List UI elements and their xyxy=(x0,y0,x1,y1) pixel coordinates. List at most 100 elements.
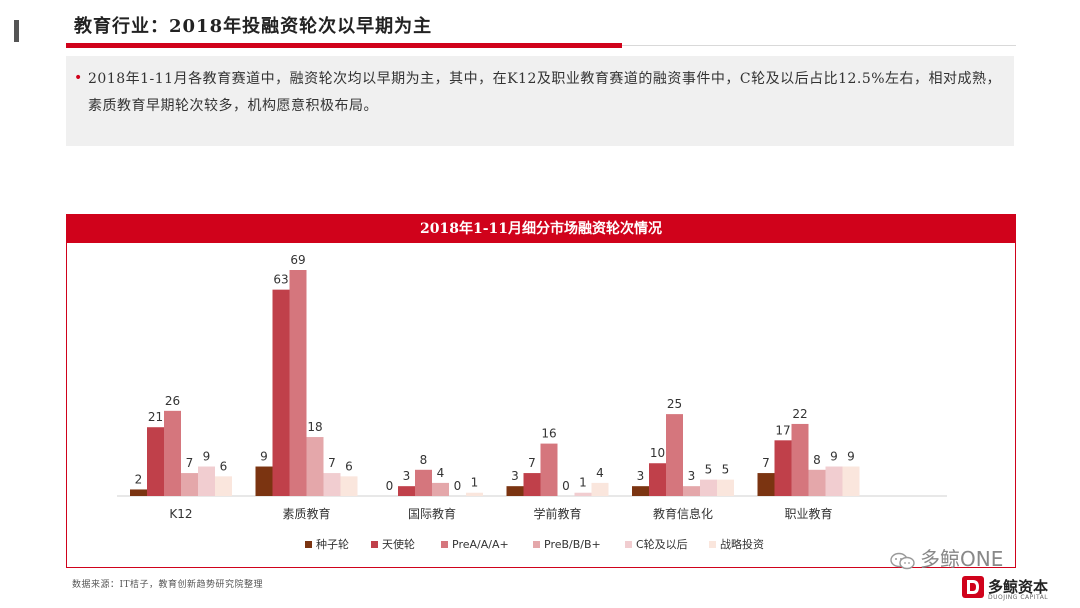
bar-2-2 xyxy=(415,469,432,496)
data-label-5-0: 7 xyxy=(762,456,770,470)
bar-2-5 xyxy=(466,492,483,496)
bar-5-1 xyxy=(774,440,792,496)
data-label-0-4: 9 xyxy=(203,450,211,464)
data-label-5-3: 8 xyxy=(813,453,821,467)
wechat-brand: 多鲸ONE xyxy=(890,543,1003,572)
bar-3-1 xyxy=(523,473,541,496)
data-label-0-5: 6 xyxy=(220,459,228,473)
data-label-1-1: 63 xyxy=(273,273,288,287)
data-label-0-3: 7 xyxy=(186,456,194,470)
bar-1-2 xyxy=(289,270,307,496)
wechat-name: 多鲸ONE xyxy=(920,547,1004,571)
bar-2-1 xyxy=(398,486,415,496)
legend-swatch-2 xyxy=(441,541,448,548)
data-label-4-1: 10 xyxy=(650,446,665,460)
bar-0-5 xyxy=(215,476,232,496)
bar-4-0 xyxy=(632,486,649,496)
bar-1-0 xyxy=(255,466,273,496)
bar-5-2 xyxy=(791,423,809,496)
bar-5-3 xyxy=(808,469,826,496)
data-label-2-4: 0 xyxy=(454,479,462,493)
legend-label-1: 天使轮 xyxy=(382,537,415,551)
bar-1-4 xyxy=(323,473,341,496)
data-label-2-3: 4 xyxy=(437,466,445,480)
logo-mark-icon xyxy=(962,576,984,598)
bar-3-0 xyxy=(506,486,524,496)
bar-0-3 xyxy=(181,473,198,496)
bar-2-3 xyxy=(432,482,449,496)
data-label-5-4: 9 xyxy=(830,450,838,464)
data-label-4-0: 3 xyxy=(637,469,645,483)
data-label-3-0: 3 xyxy=(511,469,519,483)
bar-4-5 xyxy=(717,479,734,496)
data-label-1-0: 9 xyxy=(260,450,268,464)
bar-0-0 xyxy=(130,489,147,496)
legend-label-2: PreA/A/A+ xyxy=(452,538,509,551)
legend-swatch-0 xyxy=(305,541,312,548)
category-label-1: 素质教育 xyxy=(282,506,330,521)
bar-5-0 xyxy=(757,473,775,496)
data-label-0-0: 2 xyxy=(135,472,143,486)
bar-4-2 xyxy=(666,414,683,496)
summary-text: 2018年1-11月各教育赛道中，融资轮次均以早期为主，其中，在K12及职业教育… xyxy=(88,71,1002,114)
category-label-0: K12 xyxy=(169,507,192,521)
chart-title: 2018年1-11月细分市场融资轮次情况 xyxy=(67,215,1015,243)
data-label-2-5: 1 xyxy=(471,476,479,490)
bar-1-5 xyxy=(340,476,358,496)
legend-label-3: PreB/B/B+ xyxy=(544,538,601,551)
bar-1-1 xyxy=(272,289,290,496)
data-label-4-4: 5 xyxy=(705,463,713,477)
category-label-2: 国际教育 xyxy=(408,506,456,521)
bar-3-2 xyxy=(540,443,558,496)
data-label-5-1: 17 xyxy=(775,423,790,437)
bar-4-3 xyxy=(683,486,700,496)
category-label-4: 教育信息化 xyxy=(653,506,713,521)
logo-subtitle: DUOJING CAPITAL xyxy=(988,594,1049,601)
data-label-2-0: 0 xyxy=(386,479,394,493)
data-label-3-4: 1 xyxy=(579,476,587,490)
data-label-4-5: 5 xyxy=(722,463,730,477)
legend-swatch-1 xyxy=(371,541,378,548)
legend-swatch-3 xyxy=(533,541,540,548)
bar-3-5 xyxy=(591,482,609,496)
data-label-4-2: 25 xyxy=(667,397,682,411)
legend-swatch-5 xyxy=(709,541,716,548)
data-label-3-2: 16 xyxy=(541,427,556,441)
bar-4-4 xyxy=(700,479,717,496)
left-accent-bar xyxy=(14,20,19,42)
legend-label-5: 战略投资 xyxy=(720,537,764,551)
title-red-accent xyxy=(66,43,622,48)
bar-0-4 xyxy=(198,466,215,496)
data-label-1-4: 7 xyxy=(328,456,336,470)
data-label-5-5: 9 xyxy=(847,450,855,464)
logo-text: 多鲸资本 xyxy=(988,578,1049,596)
bar-0-2 xyxy=(164,410,181,496)
source-note: 数据来源：IT桔子，教育创新趋势研究院整理 xyxy=(72,580,264,590)
data-label-0-2: 26 xyxy=(165,394,180,408)
bar-5-5 xyxy=(842,466,860,496)
company-logo: 多鲸资本 DUOJING CAPITAL xyxy=(962,574,1074,604)
chart-panel: 2018年1-11月细分市场融资轮次情况 2 21 26 7 9 6 K12 9 63 69 18 7… xyxy=(66,214,1016,568)
data-label-1-3: 18 xyxy=(307,420,322,434)
legend-swatch-4 xyxy=(625,541,632,548)
wechat-icon xyxy=(890,552,915,569)
bar-5-4 xyxy=(825,466,843,496)
data-label-2-2: 8 xyxy=(420,453,428,467)
category-label-5: 职业教育 xyxy=(784,506,832,521)
page-title: 教育行业：2018年投融资轮次以早期为主 xyxy=(74,16,433,37)
category-label-3: 学前教育 xyxy=(533,506,581,521)
data-label-1-2: 69 xyxy=(290,253,305,267)
bar-0-1 xyxy=(147,427,164,496)
data-label-1-5: 6 xyxy=(345,459,353,473)
bullet-icon: • xyxy=(74,70,83,86)
data-label-3-3: 0 xyxy=(562,479,570,493)
bar-1-3 xyxy=(306,437,324,496)
legend-label-0: 种子轮 xyxy=(316,537,349,551)
data-label-0-1: 21 xyxy=(148,410,163,424)
bar-3-4 xyxy=(574,492,592,496)
bar-4-1 xyxy=(649,463,666,496)
data-label-4-3: 3 xyxy=(688,469,696,483)
data-label-2-1: 3 xyxy=(403,469,411,483)
legend-label-4: C轮及以后 xyxy=(636,537,688,551)
